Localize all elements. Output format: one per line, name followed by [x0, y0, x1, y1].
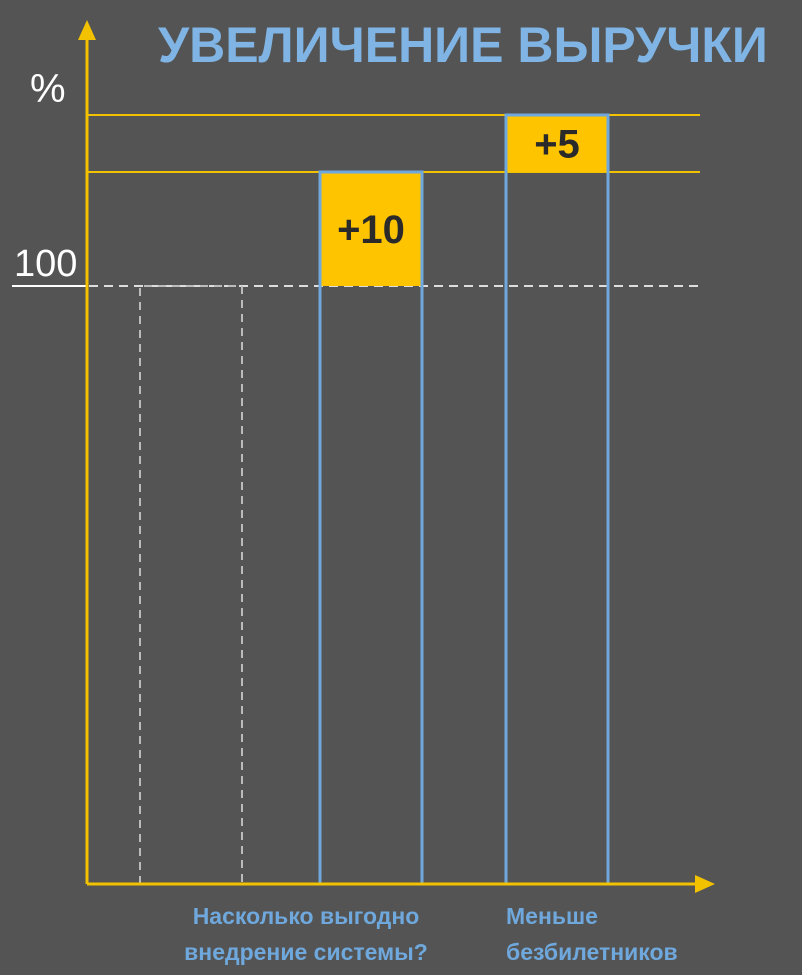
- y-tick-label-100: 100: [14, 243, 77, 285]
- bar-value-label-2: +5: [534, 123, 580, 167]
- chart-title: УВЕЛИЧЕНИЕ ВЫРУЧКИ: [158, 17, 768, 73]
- y-axis-arrowhead: [78, 20, 96, 40]
- category-label-2-line-1: Меньше: [506, 903, 598, 929]
- category-label-1-line-1: Насколько выгодно: [193, 903, 420, 929]
- x-axis-arrowhead: [695, 875, 715, 893]
- category-label-2-line-2: безбилетников: [506, 939, 678, 965]
- placeholder-column-outline: [139, 285, 243, 884]
- category-label-1-line-2: внедрение системы?: [184, 939, 428, 965]
- chart-marks: 100 +10 +5 Насколько выгодно внедрение систе…: [12, 20, 715, 965]
- bar-value-label-1: +10: [337, 208, 405, 252]
- column-outline-1: [318, 170, 424, 884]
- increment-bar-1: [320, 172, 422, 286]
- y-axis-unit-label: %: [30, 67, 66, 111]
- increment-bar-2: [506, 115, 608, 172]
- column-outline-2: [504, 113, 610, 884]
